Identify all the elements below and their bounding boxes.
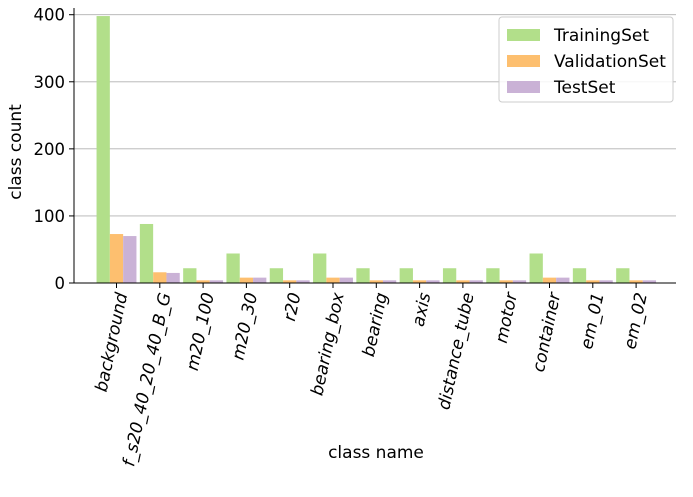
x-tick-label: f_s20_40_20_40_B_G xyxy=(119,291,175,469)
bar xyxy=(326,277,340,283)
bar xyxy=(109,234,124,283)
bar xyxy=(499,280,513,283)
bar xyxy=(96,16,110,284)
bar xyxy=(183,268,197,283)
x-tick-label-group: r20 xyxy=(280,291,306,323)
x-tick-label: em_02 xyxy=(620,291,651,351)
x-tick-label-group: bearing xyxy=(359,291,392,359)
x-tick-label-group: em_02 xyxy=(620,291,651,351)
bar xyxy=(153,272,167,283)
bar xyxy=(456,280,470,283)
x-tick-label: axis xyxy=(409,291,436,329)
bar xyxy=(529,253,543,283)
y-tick-label: 200 xyxy=(34,140,66,159)
legend-swatch xyxy=(507,81,540,93)
bar xyxy=(616,268,630,283)
x-tick-label: bearing xyxy=(359,291,392,359)
y-tick-label: 300 xyxy=(34,73,66,92)
bar xyxy=(226,253,240,283)
bar xyxy=(412,280,427,283)
x-tick-label: background xyxy=(92,291,133,394)
legend-label: TrainingSet xyxy=(553,26,649,46)
bar xyxy=(209,280,224,283)
x-tick-label-group: f_s20_40_20_40_B_G xyxy=(119,291,175,469)
x-tick-label: bearing_box xyxy=(307,290,349,397)
bar xyxy=(542,277,557,283)
legend-swatch xyxy=(507,55,540,67)
grid-lines xyxy=(74,14,676,217)
legend-label: ValidationSet xyxy=(554,52,666,72)
bar xyxy=(139,223,154,283)
x-axis-title: class name xyxy=(328,443,424,463)
y-axis-title: class count xyxy=(6,104,26,200)
legend-frame xyxy=(498,16,674,103)
y-tick-label: 100 xyxy=(34,207,66,226)
legend-label: TestSet xyxy=(553,78,616,98)
x-tick-label-group: m20_100 xyxy=(183,291,219,373)
bar xyxy=(166,272,180,283)
bar xyxy=(283,280,297,283)
bar xyxy=(426,280,440,283)
bar xyxy=(239,277,254,283)
bar xyxy=(442,268,457,283)
bar xyxy=(642,280,657,283)
bar xyxy=(512,280,527,283)
bar xyxy=(486,268,500,283)
bar xyxy=(469,280,483,283)
x-tick-label-group: container xyxy=(529,290,566,374)
x-tick-label-group: bearing_box xyxy=(307,290,349,397)
legend-swatch xyxy=(507,29,540,41)
x-tick-label: container xyxy=(529,290,566,374)
y-tick-label: 400 xyxy=(34,6,66,25)
bar xyxy=(313,253,327,283)
bar xyxy=(269,268,284,283)
x-tick-label-group: m20_30 xyxy=(228,291,262,362)
x-tick-label: r20 xyxy=(280,291,306,323)
x-tick-label-group: distance_tube xyxy=(434,291,478,412)
bar xyxy=(572,268,587,283)
x-tick-label: m20_30 xyxy=(228,291,262,362)
bar xyxy=(253,277,267,283)
bar xyxy=(123,236,137,283)
bar xyxy=(382,280,397,283)
x-tick-label: distance_tube xyxy=(434,291,478,412)
bar xyxy=(356,268,370,283)
bars xyxy=(96,16,657,284)
x-tick-label-group: em_01 xyxy=(577,291,608,351)
y-tick-label: 0 xyxy=(55,274,66,293)
bar xyxy=(296,280,310,283)
x-tick-label: em_01 xyxy=(577,291,608,351)
x-tick-label: motor xyxy=(492,290,522,345)
x-tick-label-group: background xyxy=(92,291,133,394)
axes xyxy=(73,8,676,284)
y-ticks: 0 100 200 300 400 xyxy=(34,6,74,293)
bar xyxy=(369,280,383,283)
bar xyxy=(586,280,600,283)
legend: TrainingSet ValidationSet TestSet xyxy=(498,16,674,103)
bar xyxy=(339,277,353,283)
x-tick-label-group: motor xyxy=(492,290,522,345)
bar xyxy=(196,280,210,283)
bar xyxy=(599,280,613,283)
bar xyxy=(556,277,570,283)
x-tick-label-group: axis xyxy=(409,291,436,329)
x-tick-label: m20_100 xyxy=(183,291,219,373)
bar xyxy=(399,268,413,283)
bar xyxy=(629,280,643,283)
